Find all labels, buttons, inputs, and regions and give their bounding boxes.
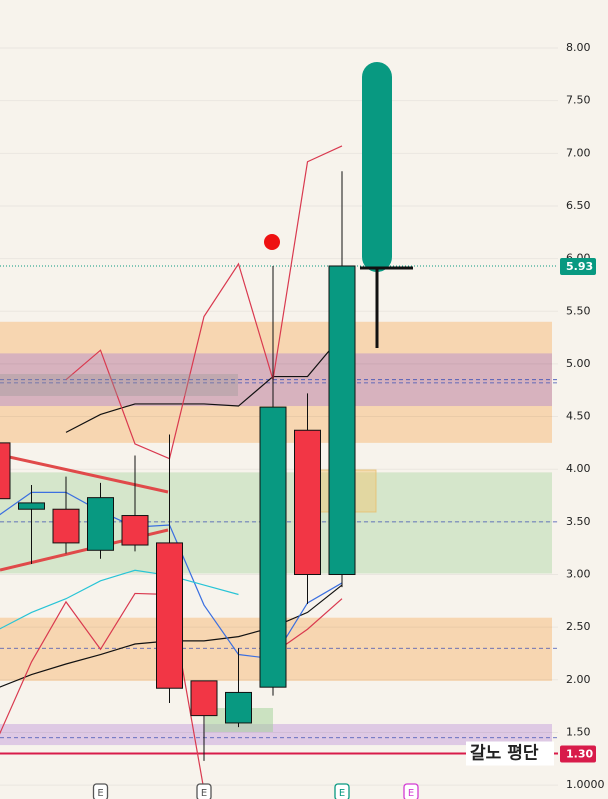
trend-line <box>0 453 169 494</box>
event-marker <box>334 783 350 799</box>
y-tick-label: 3.00 <box>566 568 591 581</box>
y-tick-label: 2.50 <box>566 620 591 633</box>
annotation-pill <box>362 62 392 272</box>
y-tick-label: 5.00 <box>566 357 591 370</box>
event-marker <box>92 783 109 799</box>
y-tick-label: 6.50 <box>566 199 591 212</box>
candle-body <box>156 542 183 689</box>
candle-body <box>190 680 218 717</box>
zone <box>0 724 552 746</box>
indicator-line <box>0 569 239 630</box>
candle-body <box>87 497 114 551</box>
y-tick-label: 1.0000 <box>566 778 605 791</box>
candle-body <box>294 429 321 576</box>
price-axis: 8.007.507.006.506.005.505.004.504.003.50… <box>92 41 605 799</box>
candle-body <box>225 691 252 724</box>
y-tick-label: 2.00 <box>566 673 591 686</box>
avg-price-label: 1.30 <box>566 748 593 761</box>
candle-body <box>0 442 11 500</box>
y-tick-label: 7.00 <box>566 146 591 159</box>
event-label: E <box>97 788 103 799</box>
event-marker <box>196 783 212 799</box>
avg-price-name: 갈노 평단 <box>470 744 539 764</box>
candle-body <box>328 265 356 576</box>
last-price-box <box>560 257 596 275</box>
avg-price-box <box>560 745 596 763</box>
annotation-dot <box>264 234 280 250</box>
indicator-line <box>65 335 343 433</box>
y-tick-label: 4.00 <box>566 462 591 475</box>
y-tick-label: 4.50 <box>566 410 591 423</box>
candle-body <box>121 515 149 546</box>
last-price-label: 5.93 <box>566 260 593 273</box>
y-tick-label: 1.50 <box>566 725 591 738</box>
candles <box>0 171 356 761</box>
grey-box <box>0 374 238 396</box>
event-label: E <box>339 788 345 799</box>
y-tick-label: 8.00 <box>566 41 591 54</box>
event-marker <box>403 783 419 799</box>
avg-name-bg <box>466 741 554 766</box>
y-tick-label: 3.50 <box>566 515 591 528</box>
event-label: E <box>201 788 207 799</box>
candle-body <box>52 508 80 544</box>
y-tick-label: 7.50 <box>566 94 591 107</box>
event-label: E <box>408 788 414 799</box>
y-tick-label: 5.50 <box>566 304 591 317</box>
candle-body <box>18 502 45 510</box>
candle-body <box>259 406 287 688</box>
indicator-line <box>65 145 343 460</box>
